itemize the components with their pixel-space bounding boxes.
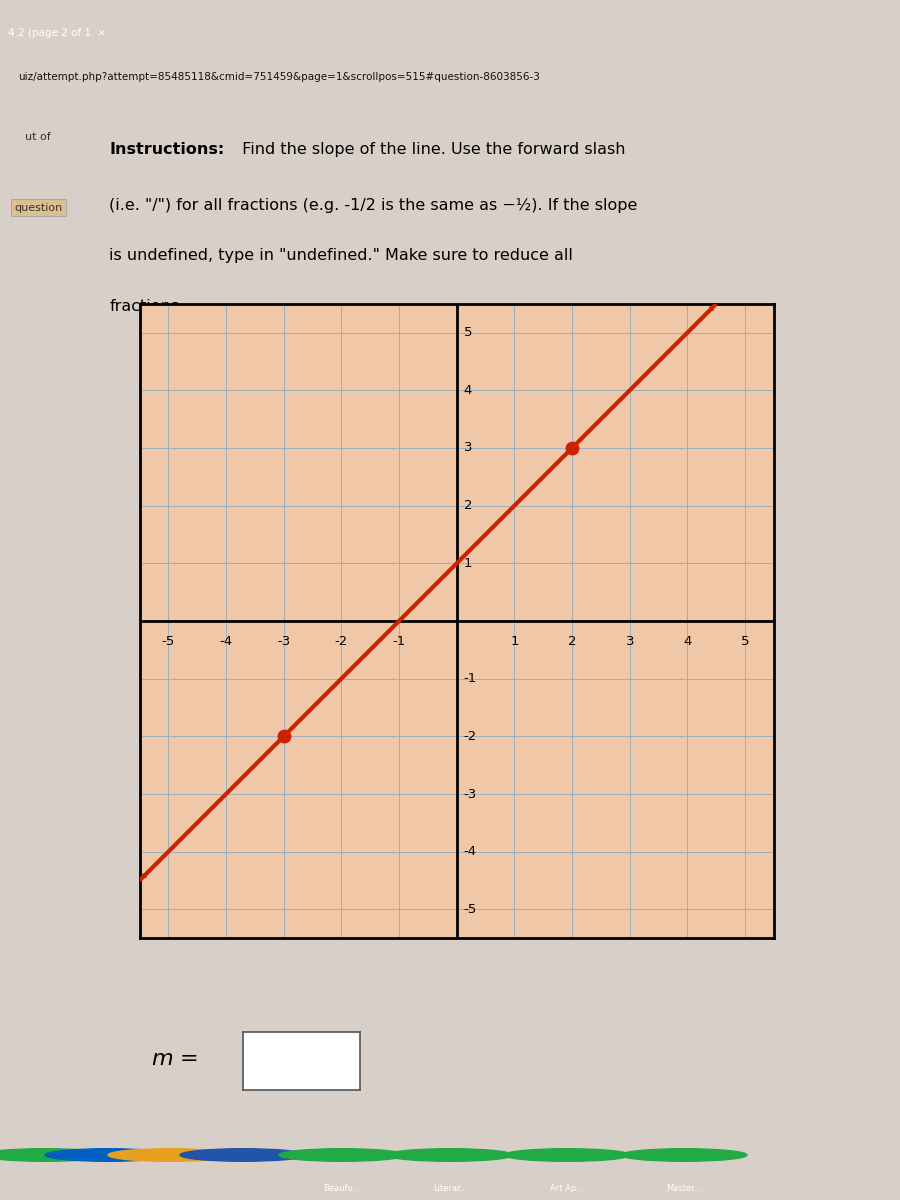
Text: -5: -5	[464, 902, 477, 916]
Text: -1: -1	[464, 672, 477, 685]
Circle shape	[108, 1148, 234, 1162]
Text: -2: -2	[335, 636, 348, 648]
Text: 5: 5	[464, 326, 472, 340]
Text: -3: -3	[464, 787, 477, 800]
Circle shape	[621, 1148, 747, 1162]
Text: -5: -5	[162, 636, 175, 648]
Text: Instructions:: Instructions:	[110, 143, 225, 157]
Text: Art Ap...: Art Ap...	[550, 1183, 584, 1193]
Circle shape	[180, 1148, 306, 1162]
Text: Beaufo...: Beaufo...	[323, 1183, 361, 1193]
Text: ut of: ut of	[25, 132, 51, 143]
Text: -1: -1	[392, 636, 406, 648]
Text: 3: 3	[626, 636, 634, 648]
Text: 1: 1	[510, 636, 518, 648]
Text: uiz/attempt.php?attempt=85485118&cmid=751459&page=1&scrollpos=515#question-86038: uiz/attempt.php?attempt=85485118&cmid=75…	[18, 72, 540, 82]
Text: 1: 1	[464, 557, 472, 570]
Circle shape	[504, 1148, 630, 1162]
Text: 2: 2	[568, 636, 576, 648]
Text: -4: -4	[220, 636, 232, 648]
Text: (i.e. "/") for all fractions (e.g. -1/2 is the same as −½). If the slope: (i.e. "/") for all fractions (e.g. -1/2 …	[110, 198, 638, 212]
Circle shape	[45, 1148, 171, 1162]
Text: Master...: Master...	[666, 1183, 702, 1193]
Circle shape	[0, 1148, 108, 1162]
Text: Find the slope of the line. Use the forward slash: Find the slope of the line. Use the forw…	[237, 143, 626, 157]
Text: fractions.: fractions.	[110, 299, 184, 313]
Text: -4: -4	[464, 845, 477, 858]
Text: $m$ =: $m$ =	[151, 1049, 198, 1069]
Text: is undefined, type in "undefined." Make sure to reduce all: is undefined, type in "undefined." Make …	[110, 248, 573, 263]
Text: -3: -3	[277, 636, 291, 648]
Text: 4: 4	[683, 636, 692, 648]
Text: Literar...: Literar...	[433, 1183, 467, 1193]
Text: 5: 5	[741, 636, 750, 648]
Circle shape	[387, 1148, 513, 1162]
Text: 4: 4	[464, 384, 472, 397]
Text: question: question	[14, 203, 62, 212]
Text: -2: -2	[464, 730, 477, 743]
Circle shape	[279, 1148, 405, 1162]
Text: 3: 3	[464, 442, 472, 455]
Text: 4.2 (page 2 of 1  ×: 4.2 (page 2 of 1 ×	[8, 29, 106, 38]
Text: 2: 2	[464, 499, 472, 512]
